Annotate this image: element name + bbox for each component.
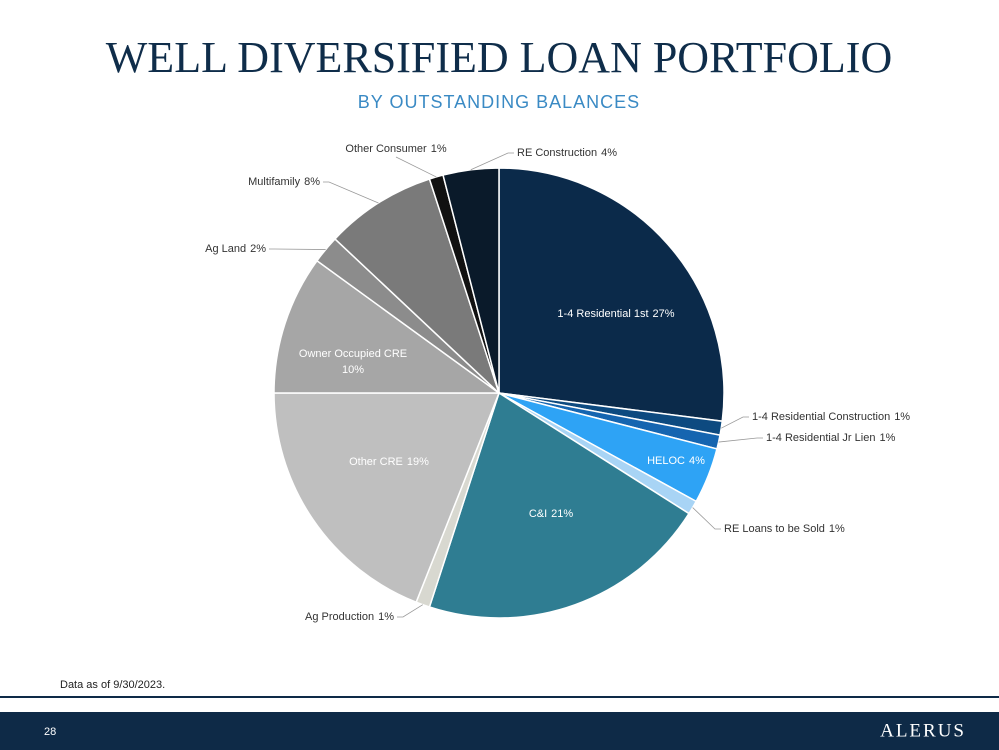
leader-line — [397, 604, 423, 618]
category-label: 1-4 Residential Jr Lien — [766, 432, 875, 444]
category-label: 1-4 Residential 1st — [557, 308, 648, 320]
pie-slice — [498, 167, 725, 423]
pie-slice — [273, 259, 502, 394]
leader-line — [718, 437, 763, 443]
value-label: 8% — [304, 176, 320, 188]
slice-label: Ag Production 1% — [305, 611, 394, 623]
slice-label: C&I 21% — [529, 508, 574, 520]
leader-line — [395, 156, 437, 178]
value-label: 1% — [829, 523, 845, 535]
value-label: 4% — [689, 455, 705, 467]
subtitle: BY OUTSTANDING BALANCES — [358, 92, 640, 112]
slice-label: 1-4 Residential 1st 27% — [557, 308, 674, 320]
category-label: C&I — [529, 508, 547, 520]
category-label: Multifamily — [248, 176, 300, 188]
title: WELL DIVERSIFIED LOAN PORTFOLIO — [106, 33, 892, 82]
slice-label: Other CRE 19% — [349, 456, 429, 468]
pie-slice — [442, 167, 500, 394]
footnote: Data as of 9/30/2023. — [60, 679, 165, 691]
slice-label: Other Consumer 1% — [345, 143, 446, 155]
slice-label: Owner Occupied CRE 10% — [299, 348, 407, 376]
category-label: Ag Production — [305, 611, 374, 623]
category-label: Other Consumer — [345, 143, 427, 155]
value-label: 21% — [551, 508, 573, 520]
page-number: 28 — [44, 726, 56, 738]
leader-line — [470, 152, 514, 171]
category-label: Ag Land — [205, 243, 246, 255]
divider — [0, 696, 999, 698]
value-label: 1% — [431, 143, 447, 155]
value-label: 1% — [894, 411, 910, 423]
slice-label: HELOC 4% — [647, 455, 705, 467]
leader-line — [692, 507, 721, 530]
slice-label: RE Loans to be Sold 1% — [724, 523, 845, 535]
value-label: 2% — [250, 243, 266, 255]
category-label: HELOC — [647, 455, 685, 467]
leader-line — [721, 416, 749, 429]
value-label: 27% — [653, 308, 675, 320]
category-label: RE Construction — [517, 147, 597, 159]
slice-label: RE Construction 4% — [517, 147, 617, 159]
leader-line — [269, 248, 326, 250]
slice-label: Ag Land 2% — [205, 243, 266, 255]
slice-label: 1-4 Residential Construction 1% — [752, 411, 910, 423]
value-label: 1% — [879, 432, 895, 444]
pie: 1-4 Residential 1st 27% 1-4 Residential Co… — [205, 143, 910, 623]
category-label: RE Loans to be Sold — [724, 523, 825, 535]
category-label: 1-4 Residential Construction — [752, 411, 890, 423]
category-label: Owner Occupied CRE — [299, 348, 407, 360]
category-label: Other CRE — [349, 456, 403, 468]
logo: ALERUS — [880, 720, 966, 741]
slice-label: Multifamily 8% — [248, 176, 320, 188]
value-label: 19% — [407, 456, 429, 468]
pie-slice — [273, 392, 501, 604]
leader-line — [323, 181, 379, 204]
value-label: 10% — [342, 364, 364, 376]
slice-label: 1-4 Residential Jr Lien 1% — [766, 432, 896, 444]
value-label: 1% — [378, 611, 394, 623]
footer-band — [0, 712, 999, 750]
value-label: 4% — [601, 147, 617, 159]
pie-slice — [428, 391, 691, 619]
